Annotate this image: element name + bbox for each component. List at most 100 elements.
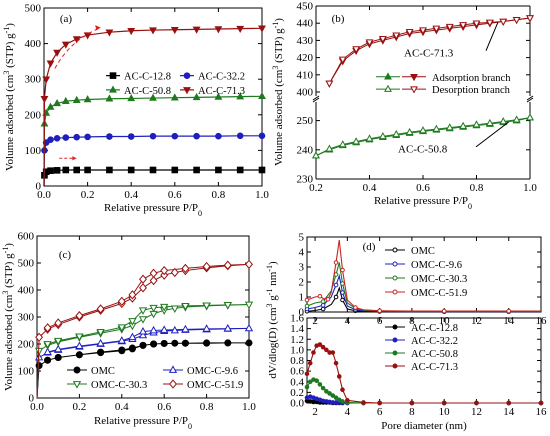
panel-d-bottom-xtick-label: 12 (471, 406, 482, 418)
panel-a-point (84, 166, 91, 174)
panel-b-point (419, 27, 427, 35)
panel-b-xtick-label: 0.6 (416, 182, 430, 194)
panel-a-series-line (43, 95, 263, 187)
panel-a-point (46, 102, 55, 110)
panel-d-top-point (340, 281, 345, 286)
panel-c-legend-text: OMC-C-9.6 (187, 366, 238, 377)
panel-a-point (127, 166, 135, 174)
panel-d-bottom-xtick-label: 2 (312, 406, 318, 418)
panel-b-point (325, 144, 334, 152)
panel-a-xtick-label: 1.0 (255, 189, 269, 201)
panel-c-point (75, 341, 84, 350)
panel-b-point (405, 29, 414, 37)
panel-c-point (128, 318, 137, 326)
panel-c-point (35, 332, 44, 342)
panel-c-legend-text: OMC-C-30.3 (91, 380, 147, 391)
panel-c-ytick-label: 300 (18, 312, 35, 324)
panel-c-point (96, 328, 105, 337)
panel-d-bottom-xtick-label: 10 (439, 406, 451, 418)
panel-c-point (223, 260, 232, 270)
panel-b-xtick-label: 0.4 (363, 182, 377, 194)
panel-d-bottom-legend-marker (392, 324, 398, 330)
panel-d-bottom-ytick-label: 1.2 (290, 334, 304, 346)
panel-a-point (192, 92, 201, 101)
panel-b-point (352, 137, 361, 145)
panel-c-point (171, 339, 179, 347)
panel-c-legend-marker (168, 365, 178, 373)
panel-c-legend-marker (169, 379, 177, 389)
panel-d-bottom-point (314, 378, 319, 383)
panel-c-ytick-label: 400 (18, 285, 35, 297)
panel-d-label: (d) (363, 241, 376, 253)
panel-a-point (106, 166, 113, 174)
panel-c-point (223, 323, 232, 332)
panel-c-point (149, 304, 158, 313)
ylabel-superscript: -1 (2, 27, 11, 34)
panel-a-point (215, 166, 222, 174)
panel-a-point (170, 26, 179, 35)
panel-a-legend-marker (183, 87, 191, 95)
panel-c-point (54, 354, 62, 361)
panel-d-bottom-point (317, 342, 323, 347)
panel-a-xtick-label: 0.6 (168, 189, 182, 201)
panel-d-top-point (340, 267, 345, 273)
panel-a-point (215, 132, 222, 140)
panel-d-bottom-xtick-label: 16 (536, 406, 548, 418)
xlabel-subscript: 0 (468, 202, 472, 211)
panel-a-point (83, 32, 92, 40)
panel-c-xtick-label: 1.0 (242, 401, 256, 413)
panel-c-point (43, 347, 52, 355)
panel-a-point (192, 26, 201, 34)
panel-b-annotation-arrow (475, 121, 509, 148)
panel-a-point (83, 95, 92, 103)
panel-a-point (73, 166, 81, 174)
panel-a-point (214, 92, 223, 100)
panel-c-label: (c) (59, 249, 72, 261)
panel-b-ytick-top-label: 440 (297, 18, 314, 30)
panel-d-top-point (333, 282, 339, 288)
panel-c-point (160, 303, 169, 312)
panel-a-point (40, 96, 49, 104)
panel-c-point (128, 345, 136, 353)
panel-d-bottom-legend-text: AC-C-50.8 (411, 349, 458, 360)
panel-d-bottom-xtick-label: 8 (409, 406, 415, 418)
panel-c-point (149, 325, 158, 334)
panel-a-point (149, 27, 157, 35)
panel-c-legend-text: OMC-C-51.9 (187, 380, 243, 391)
ylabel-part: ) (273, 18, 285, 22)
panel-a-point (258, 91, 266, 100)
panel-a-point (106, 133, 113, 140)
panel-b-point (459, 121, 468, 129)
panel-d-bottom-point (324, 347, 329, 353)
panel-d-top-point (320, 302, 326, 308)
panel-d-bottom-legend-text: AC-C-12.8 (411, 323, 458, 334)
panel-d-bottom-point (377, 400, 382, 406)
panel-a-point (42, 76, 51, 84)
panel-b-axis-break (526, 95, 534, 101)
panel-d-top-point (340, 290, 345, 295)
panel-a-xtick-label: 0.4 (124, 189, 138, 201)
panel-d-bottom-point (304, 371, 310, 377)
panel-a-legend-text: AC-C-32.2 (198, 72, 245, 83)
ylabel-superscript: -1 (1, 247, 10, 254)
panel-c-point (138, 307, 148, 315)
panel-a-series-line (43, 135, 262, 187)
panel-a-legend-marker (109, 85, 117, 93)
panel-b-point (485, 118, 494, 126)
panel-b-point (338, 56, 347, 64)
panel-b-xtick-label: 0.2 (309, 182, 323, 194)
panel-d-bottom-ytick-label: 0.6 (290, 366, 304, 378)
ylabel-superscript: -1 (265, 265, 274, 272)
panel-b-ytick-top-label: 420 (297, 52, 314, 64)
panel-a-point (62, 134, 70, 141)
panel-d-bottom-point (324, 389, 329, 394)
panel-b-legend-marker (410, 74, 418, 82)
panel-c-point (244, 301, 254, 310)
panel-b-point (378, 131, 387, 140)
panel-d-bottom-point (333, 395, 339, 400)
panel-c-point (160, 339, 168, 347)
ylabel-part: g (267, 295, 279, 304)
panel-d-top-ytick-label: 4 (299, 247, 305, 259)
panel-a-point (149, 132, 157, 140)
panel-b-ytick-bottom-label: 240 (297, 144, 314, 156)
